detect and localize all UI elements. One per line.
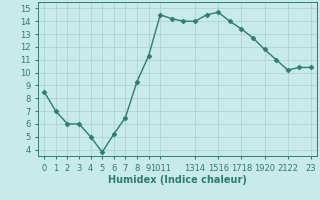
X-axis label: Humidex (Indice chaleur): Humidex (Indice chaleur) (108, 175, 247, 185)
